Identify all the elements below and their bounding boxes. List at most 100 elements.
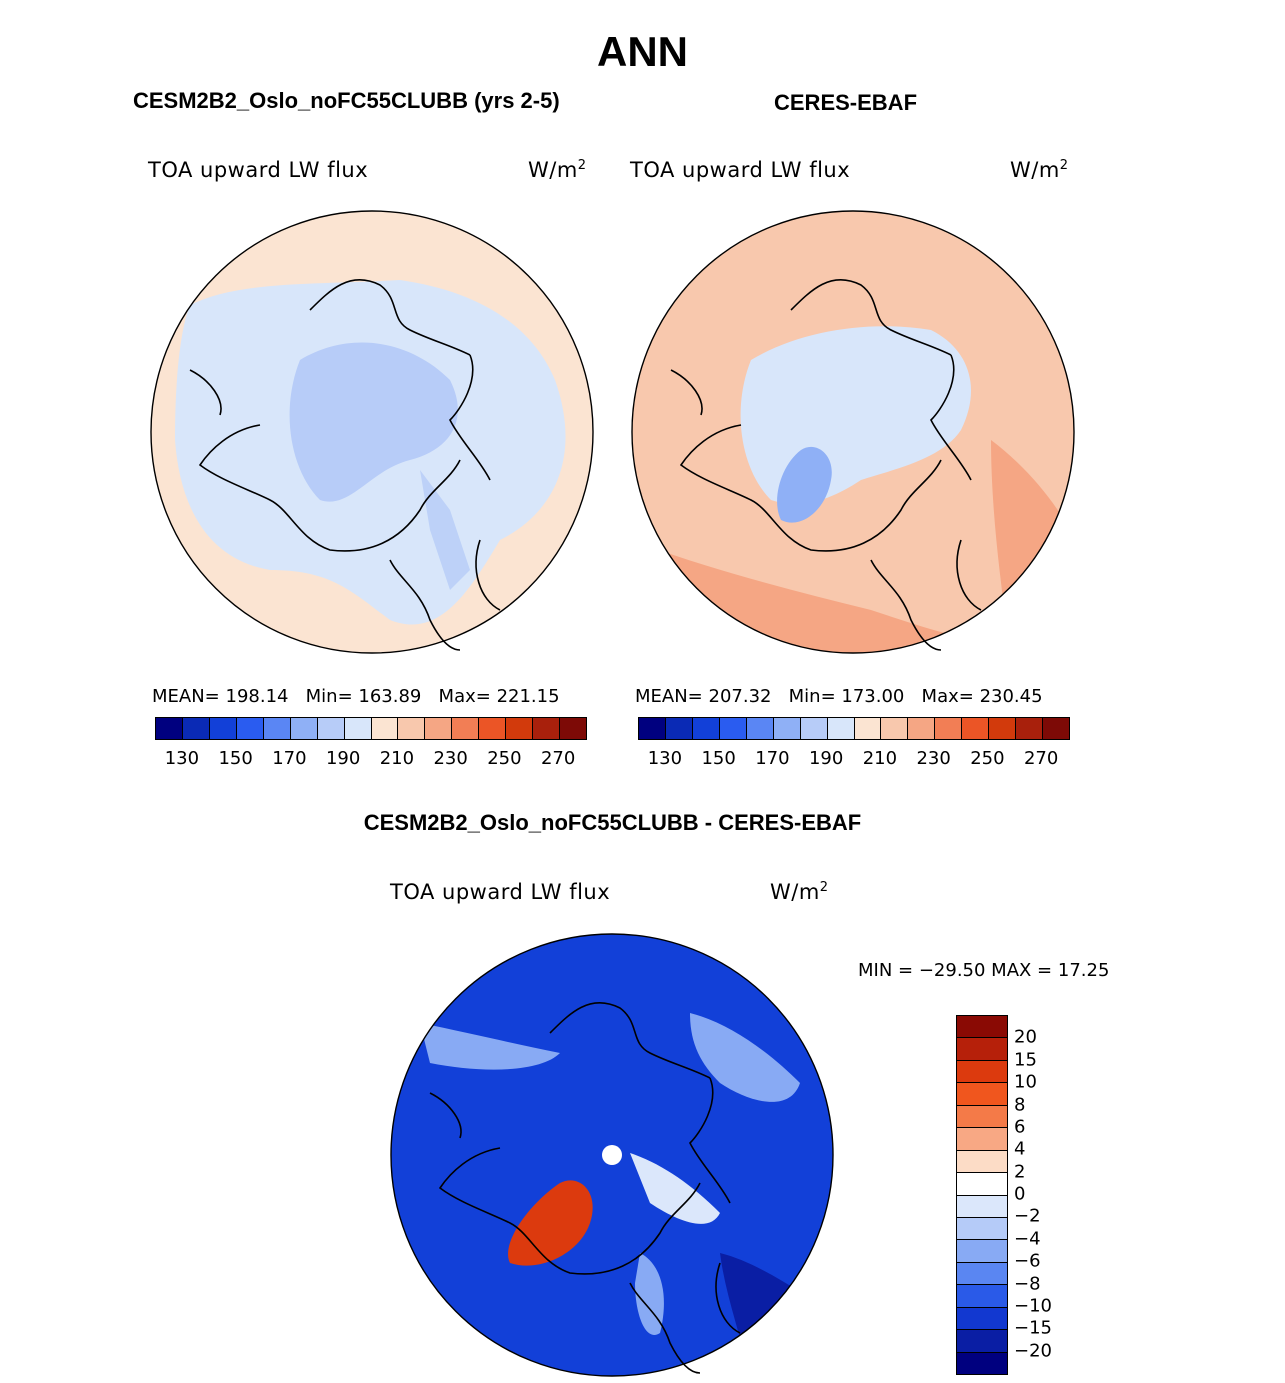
diff-colorbar-tick-label: 2 — [1014, 1161, 1026, 1183]
model-colorbar-swatch-15 — [559, 718, 586, 739]
diff-greenland-hot-region — [508, 1180, 593, 1266]
obs-greenland-region — [777, 446, 832, 523]
obs-colorbar-tick-label: 150 — [701, 748, 736, 769]
diff-colorbar-tick-label: −20 — [1014, 1340, 1052, 1362]
model-coastlines — [189, 279, 501, 651]
model-colorbar-swatch-2 — [208, 718, 236, 739]
diff-colorbar-tick-label: 4 — [1014, 1138, 1026, 1160]
obs-colorbar-swatch-15 — [1042, 718, 1069, 739]
obs-colorbar-labels: 130 150 170 190 210 230 250 270 — [638, 748, 1068, 770]
diff-colorbar-tick-label: 20 — [1014, 1026, 1037, 1048]
obs-units-label: W/m2 — [1010, 158, 1069, 182]
obs-colorbar-swatch-8 — [853, 718, 881, 739]
diff-colorbar-swatch-8 — [957, 1194, 1007, 1217]
model-colorbar-swatch-13 — [505, 718, 533, 739]
diff-polar-map — [390, 933, 834, 1377]
model-colorbar-swatch-0 — [156, 718, 182, 739]
obs-colorbar-swatch-6 — [799, 718, 827, 739]
diff-colorbar-swatch-3 — [957, 1082, 1007, 1105]
diff-colorbar-tick-label: −4 — [1014, 1228, 1041, 1250]
obs-panel-title: CERES-EBAF — [774, 90, 918, 115]
diff-colorbar — [956, 1015, 1008, 1375]
diff-colorbar-swatch-10 — [957, 1239, 1007, 1262]
model-colorbar-labels: 130 150 170 190 210 230 250 270 — [155, 748, 585, 770]
model-colorbar-tick-label: 170 — [272, 748, 307, 769]
model-colorbar-swatch-11 — [451, 718, 479, 739]
diff-colorbar-tick-label: 8 — [1014, 1094, 1026, 1115]
diff-colorbar-swatch-7 — [957, 1172, 1007, 1195]
model-colorbar-swatch-7 — [343, 718, 371, 739]
obs-polar-map — [631, 210, 1075, 654]
diff-colorbar-swatch-1 — [957, 1037, 1007, 1060]
model-colorbar — [155, 717, 587, 740]
model-colorbar-swatch-9 — [397, 718, 425, 739]
obs-min: Min= 173.00 — [788, 686, 905, 707]
model-streak-region — [420, 470, 470, 590]
diff-colorbar-tick-label: 10 — [1014, 1071, 1037, 1093]
obs-max: Max= 230.45 — [921, 686, 1043, 707]
diff-units-label: W/m2 — [770, 880, 829, 904]
obs-colorbar-swatch-9 — [880, 718, 908, 739]
model-colorbar-tick-label: 150 — [218, 748, 253, 769]
obs-colorbar — [638, 717, 1070, 740]
model-central-arctic-region — [289, 342, 458, 502]
diff-colorbar-tick-label: 6 — [1014, 1116, 1026, 1138]
diff-colorbar-tick-label: −10 — [1014, 1295, 1052, 1317]
model-stats: MEAN= 198.14 Min= 163.89 Max= 221.15 — [152, 686, 560, 707]
diff-panel-title: CESM2B2_Oslo_noFC55CLUBB - CERES-EBAF — [363, 810, 862, 835]
obs-colorbar-swatch-10 — [907, 718, 935, 739]
obs-stats: MEAN= 207.32 Min= 173.00 Max= 230.45 — [635, 686, 1043, 707]
obs-colorbar-swatch-13 — [988, 718, 1016, 739]
model-colorbar-swatch-6 — [316, 718, 344, 739]
diff-colorbar-swatch-6 — [957, 1149, 1007, 1173]
diff-colorbar-tick-label: 15 — [1014, 1049, 1037, 1071]
diff-colorbar-swatch-2 — [957, 1059, 1007, 1083]
obs-colorbar-tick-label: 210 — [862, 748, 898, 769]
obs-colorbar-swatch-14 — [1015, 718, 1043, 739]
diff-light-region-2 — [690, 1013, 800, 1102]
model-colorbar-swatch-8 — [370, 718, 398, 739]
model-colorbar-swatch-1 — [181, 718, 209, 739]
obs-colorbar-swatch-2 — [691, 718, 719, 739]
diff-pale-region — [630, 1153, 720, 1224]
model-colorbar-swatch-10 — [424, 718, 452, 739]
diff-pole-hole — [602, 1145, 622, 1165]
obs-colorbar-swatch-4 — [745, 718, 773, 739]
diff-variable-label: TOA upward LW flux — [390, 880, 611, 904]
model-min: Min= 163.89 — [305, 686, 422, 707]
model-panel-title: CESM2B2_Oslo_noFC55CLUBB (yrs 2-5) — [133, 88, 560, 113]
obs-coastlines — [670, 279, 982, 651]
diff-colorbar-swatch-0 — [957, 1016, 1007, 1038]
obs-colorbar-swatch-7 — [826, 718, 854, 739]
obs-colorbar-swatch-12 — [961, 718, 989, 739]
diff-colorbar-tick-label: −2 — [1014, 1205, 1041, 1227]
model-max: Max= 221.15 — [438, 686, 560, 707]
model-polar-map — [150, 210, 594, 654]
diff-colorbar-swatch-13 — [957, 1306, 1007, 1330]
model-colorbar-tick-label: 210 — [379, 748, 415, 769]
diff-colorbar-tick-label: −6 — [1014, 1250, 1041, 1272]
diff-colorbar-tick-label: −8 — [1014, 1273, 1041, 1294]
diff-colorbar-swatch-11 — [957, 1261, 1007, 1285]
obs-colorbar-tick-label: 130 — [647, 748, 683, 769]
model-colorbar-tick-label: 250 — [487, 748, 522, 769]
figure-title: ANN — [597, 28, 688, 75]
model-units-label: W/m2 — [528, 158, 587, 182]
diff-scandinavia-region — [635, 1253, 664, 1335]
diff-colorbar-swatch-12 — [957, 1284, 1007, 1307]
diff-colorbar-tick-label: −15 — [1014, 1317, 1052, 1339]
model-mean: MEAN= 198.14 — [152, 686, 289, 707]
diff-colorbar-swatch-9 — [957, 1216, 1007, 1240]
obs-colorbar-tick-label: 270 — [1023, 748, 1059, 769]
model-variable-label: TOA upward LW flux — [148, 158, 369, 182]
model-colorbar-swatch-3 — [235, 718, 263, 739]
obs-colorbar-swatch-1 — [664, 718, 692, 739]
obs-colorbar-swatch-11 — [934, 718, 962, 739]
model-colorbar-swatch-5 — [289, 718, 317, 739]
obs-colorbar-swatch-3 — [718, 718, 746, 739]
model-colorbar-tick-label: 130 — [164, 748, 200, 769]
obs-colorbar-tick-label: 170 — [755, 748, 790, 769]
obs-colorbar-swatch-0 — [639, 718, 665, 739]
diff-colorbar-tick-label: 0 — [1014, 1183, 1026, 1205]
diff-colorbar-swatch-4 — [957, 1104, 1007, 1128]
